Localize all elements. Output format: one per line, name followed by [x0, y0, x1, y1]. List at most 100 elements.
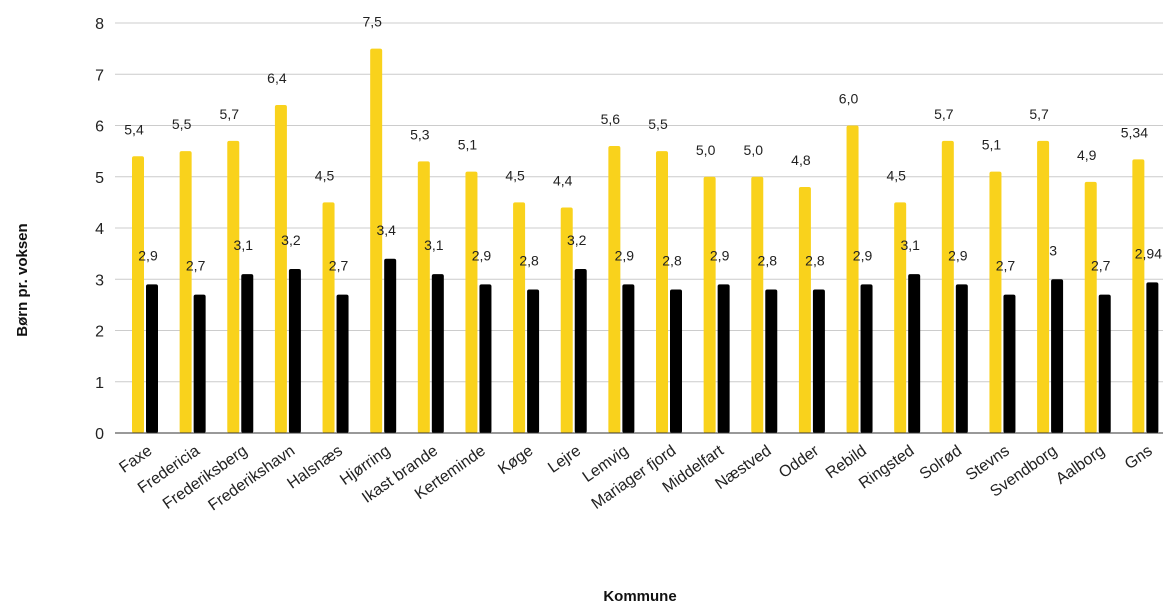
data-label: 2,8: [519, 253, 539, 269]
bar-series-2: [860, 284, 873, 433]
bar-series-1: [560, 207, 573, 433]
bars: [132, 48, 1159, 433]
bar-series-1: [1132, 159, 1145, 433]
bar-series-2: [1146, 282, 1159, 433]
data-label: 2,8: [662, 253, 682, 269]
bar-series-1: [1084, 181, 1097, 433]
data-label: 5,1: [458, 137, 478, 153]
data-label: 2,8: [805, 253, 825, 269]
data-label: 5,7: [1029, 106, 1049, 122]
bar-series-1: [132, 156, 144, 433]
data-label: 2,7: [186, 258, 206, 274]
x-tick-label: Solrød: [917, 442, 965, 483]
bar-series-2: [955, 284, 968, 433]
y-tick-label: 1: [95, 375, 104, 392]
bar-series-2: [384, 258, 397, 433]
data-label: 6,0: [839, 91, 859, 107]
x-tick-label: Køge: [495, 442, 536, 478]
y-tick-label: 3: [95, 272, 104, 289]
bar-series-2: [193, 294, 206, 433]
bar-series-2: [288, 269, 301, 433]
data-label: 7,5: [362, 14, 382, 30]
bar-series-1: [608, 146, 621, 433]
bar-series-2: [1003, 294, 1016, 433]
data-label: 2,9: [472, 247, 492, 263]
bar-series-1: [417, 161, 430, 433]
bar-series-2: [479, 284, 492, 433]
bar-series-1: [370, 48, 383, 433]
x-tick-label: Gns: [1122, 442, 1156, 473]
y-axis-ticks: 0 1 2 3 4 5 6 7 8: [95, 16, 104, 443]
x-axis-ticks: FaxeFredericiaFrederiksbergFrederikshavn…: [116, 442, 1155, 514]
data-label: 4,5: [886, 167, 906, 183]
data-label: 2,7: [329, 258, 349, 274]
data-label: 5,5: [172, 116, 192, 132]
bar-series-2: [431, 274, 444, 433]
data-label: 2,9: [948, 247, 968, 263]
data-label: 3,1: [234, 237, 254, 253]
bar-series-2: [1098, 294, 1111, 433]
bar-series-1: [941, 140, 954, 433]
bar-series-2: [717, 284, 730, 433]
data-label: 5,5: [648, 116, 668, 132]
y-tick-label: 8: [95, 16, 104, 33]
bar-series-1: [846, 125, 859, 433]
bar-series-2: [812, 289, 825, 433]
y-tick-label: 6: [95, 119, 104, 136]
data-label: 4,8: [791, 152, 811, 168]
data-label: 2,94: [1135, 245, 1162, 261]
data-label: 5,4: [124, 121, 144, 137]
data-label: 5,0: [696, 142, 716, 158]
bar-series-1: [989, 171, 1002, 433]
data-label: 3,2: [567, 232, 587, 248]
data-label: 3,4: [376, 222, 396, 238]
data-label: 5,34: [1121, 124, 1148, 140]
bar-series-1: [513, 202, 526, 433]
bar-series-1: [227, 140, 240, 433]
data-label: 4,5: [315, 167, 335, 183]
data-label: 3,1: [424, 237, 444, 253]
bar-series-2: [908, 274, 921, 433]
y-tick-label: 0: [95, 426, 104, 443]
bar-series-2: [527, 289, 540, 433]
data-label: 2,9: [853, 247, 873, 263]
x-tick-label: Faxe: [116, 442, 155, 476]
bar-series-1: [274, 105, 287, 433]
data-labels: 5,4 2,9 5,5 2,7 5,7 3,1 6,4 3,2 4,5 2,7 7,5 3,4 5,3 3…: [124, 14, 1162, 274]
x-axis-title: Kommune: [603, 588, 676, 605]
data-label: 6,4: [267, 70, 287, 86]
bar-series-2: [670, 289, 682, 433]
x-tick-label: Lejre: [545, 442, 584, 476]
y-tick-label: 5: [95, 170, 104, 187]
data-label: 4,4: [553, 173, 573, 189]
data-label: 5,1: [982, 137, 1002, 153]
bar-series-2: [765, 289, 778, 433]
data-label: 2,9: [710, 247, 730, 263]
x-tick-label: Aalborg: [1053, 442, 1108, 488]
data-label: 3,1: [900, 237, 920, 253]
data-label: 2,9: [138, 247, 158, 263]
y-tick-label: 7: [95, 67, 104, 84]
x-tick-label: Odder: [776, 442, 823, 482]
y-tick-label: 2: [95, 324, 104, 341]
bar-series-1: [656, 151, 668, 433]
data-label: 5,7: [220, 106, 240, 122]
data-label: 5,6: [601, 111, 621, 127]
bar-series-2: [146, 284, 158, 433]
bar-series-1: [1037, 140, 1050, 433]
bar-series-2: [1051, 279, 1064, 433]
y-tick-label: 4: [95, 221, 104, 238]
data-label: 5,0: [744, 142, 764, 158]
data-label: 3: [1049, 242, 1057, 258]
data-label: 3,2: [281, 232, 301, 248]
data-label: 5,7: [934, 106, 954, 122]
bar-series-2: [336, 294, 349, 433]
bar-series-2: [622, 284, 635, 433]
bar-series-2: [241, 274, 254, 433]
bar-series-1: [179, 151, 192, 433]
bar-series-2: [574, 269, 587, 433]
bar-series-1: [798, 187, 811, 433]
y-axis-title: Børn pr. voksen: [14, 223, 31, 336]
data-label: 2,7: [996, 258, 1016, 274]
